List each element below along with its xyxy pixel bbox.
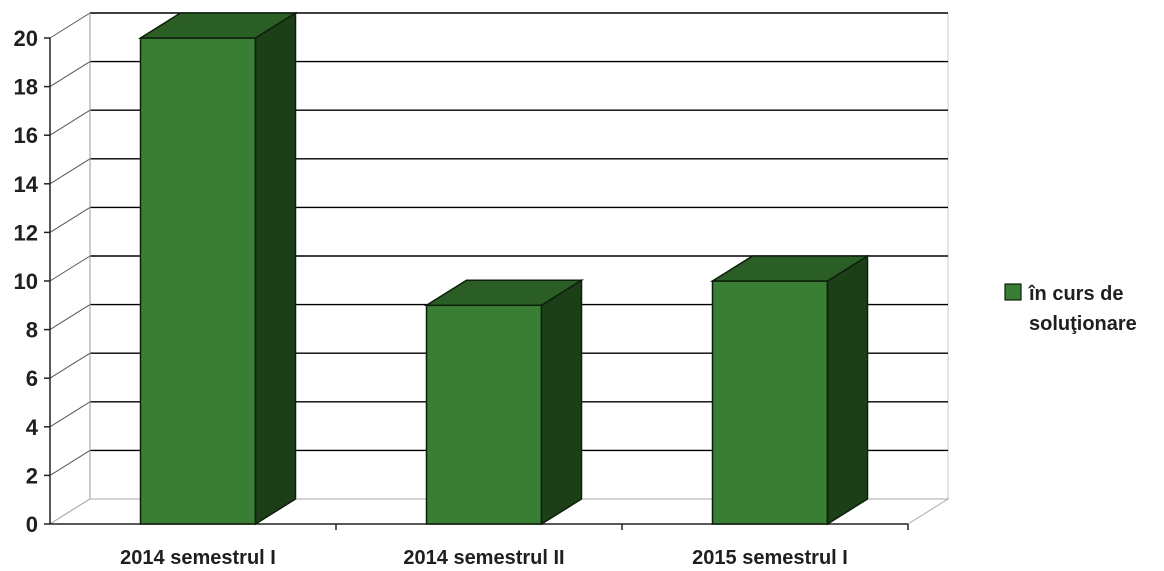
y-tick-label: 0 — [26, 512, 38, 537]
y-tick-label: 6 — [26, 366, 38, 391]
y-tick-label: 10 — [14, 269, 38, 294]
y-tick-label: 2 — [26, 463, 38, 488]
bar-top — [137, 12, 299, 39]
gridline-depth — [49, 401, 91, 428]
y-tick-label: 20 — [14, 26, 38, 51]
gridline-depth — [49, 12, 91, 39]
legend-label: soluţionare — [1029, 313, 1137, 335]
gridline-depth — [49, 158, 91, 185]
bar-side — [540, 278, 583, 526]
gridline-depth — [49, 206, 91, 233]
y-tick-label: 4 — [26, 415, 39, 440]
x-tick-label: 2014 semestrul II — [403, 547, 564, 569]
bar-front — [425, 304, 543, 525]
bar-top — [709, 255, 871, 282]
bar-front — [139, 37, 257, 525]
gridline-depth — [49, 449, 91, 476]
y-tick-label: 14 — [14, 172, 39, 197]
y-tick-label: 18 — [14, 75, 38, 100]
gridline-depth — [49, 61, 91, 88]
y-tick-label: 8 — [26, 318, 38, 343]
bar-side — [254, 11, 297, 526]
bar-side — [826, 254, 869, 526]
y-tick-label: 12 — [14, 220, 38, 245]
y-tick-label: 16 — [14, 123, 38, 148]
bar-front — [711, 280, 829, 525]
gridline-depth — [49, 304, 91, 331]
x-tick-label: 2014 semestrul I — [120, 547, 276, 569]
gridline-depth — [49, 255, 91, 282]
legend-swatch — [1004, 283, 1022, 301]
gridline-depth — [49, 352, 91, 379]
legend-label: în curs de — [1028, 283, 1123, 305]
bar-top — [423, 279, 585, 307]
gridline-depth — [49, 109, 91, 136]
x-tick-label: 2015 semestrul I — [692, 547, 848, 569]
